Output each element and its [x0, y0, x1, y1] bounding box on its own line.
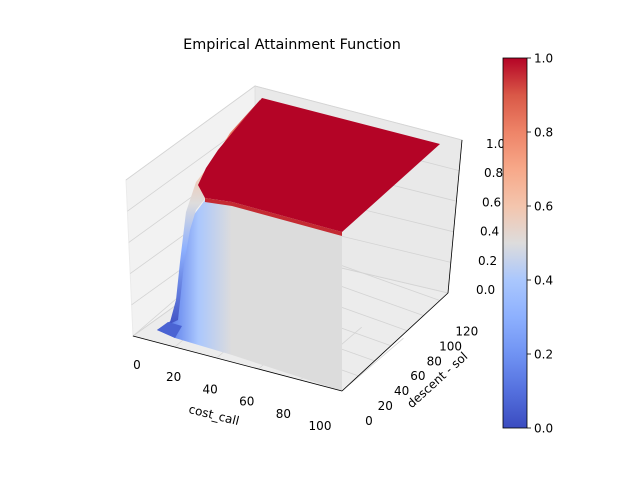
x-tick-label: 40 [203, 382, 218, 396]
y-tick-label: 120 [455, 324, 478, 338]
z-gridline [254, 85, 463, 141]
chart-title: Empirical Attainment Function [183, 37, 401, 53]
z-tick-label: 0.8 [484, 166, 503, 180]
x-tick-label: 100 [309, 419, 332, 433]
colorbar-tick-label: 0.4 [534, 274, 553, 288]
z-tick-labels: 0.0 0.2 0.4 0.6 0.8 1.0 [476, 137, 505, 297]
colorbar: 0.0 0.2 0.4 0.6 0.8 1.0 [502, 52, 553, 436]
z-axis-line [447, 139, 463, 294]
y-axis-line [341, 292, 449, 392]
z-tick-label: 0.6 [482, 195, 501, 209]
colorbar-gradient [502, 57, 528, 429]
y-tick-label: 60 [410, 369, 425, 383]
colorbar-tick-label: 0.6 [534, 200, 553, 214]
colorbar-tick-label: 0.2 [534, 348, 553, 362]
y-tick-label: 40 [394, 384, 409, 398]
x-tick-label: 60 [239, 395, 254, 409]
axis-edges [132, 139, 463, 392]
z-tick-label: 0.2 [478, 254, 497, 268]
x-tick-label: 20 [166, 370, 181, 384]
y-tick-label: 100 [439, 339, 462, 353]
colorbar-ticks: 0.0 0.2 0.4 0.6 0.8 1.0 [527, 52, 553, 436]
surface-top-edge [205, 198, 342, 236]
x-tick-labels: 0 20 40 60 80 100 [133, 358, 331, 433]
y-tick-label: 80 [427, 354, 442, 368]
colorbar-tick-label: 1.0 [534, 52, 553, 66]
z-tick-label: 0.0 [476, 283, 495, 297]
z-tick-label: 0.4 [480, 225, 499, 239]
surface [157, 98, 440, 391]
colorbar-tick-label: 0.0 [534, 422, 553, 436]
surface-front-face [232, 202, 342, 391]
x-tick-label: 80 [276, 407, 291, 421]
z-tick-label: 1.0 [486, 137, 505, 151]
z-gridline [125, 85, 256, 181]
colorbar-tick-label: 0.8 [534, 126, 553, 140]
x-tick-label: 0 [133, 358, 141, 372]
x-axis-label: cost_call [187, 402, 240, 428]
y-tick-label: 0 [365, 414, 373, 428]
x-axis-line [132, 335, 343, 392]
x-gridline [341, 337, 404, 392]
y-tick-label: 20 [378, 399, 393, 413]
surface-top-plateau [198, 98, 440, 232]
surface-low-shelf [157, 322, 182, 338]
